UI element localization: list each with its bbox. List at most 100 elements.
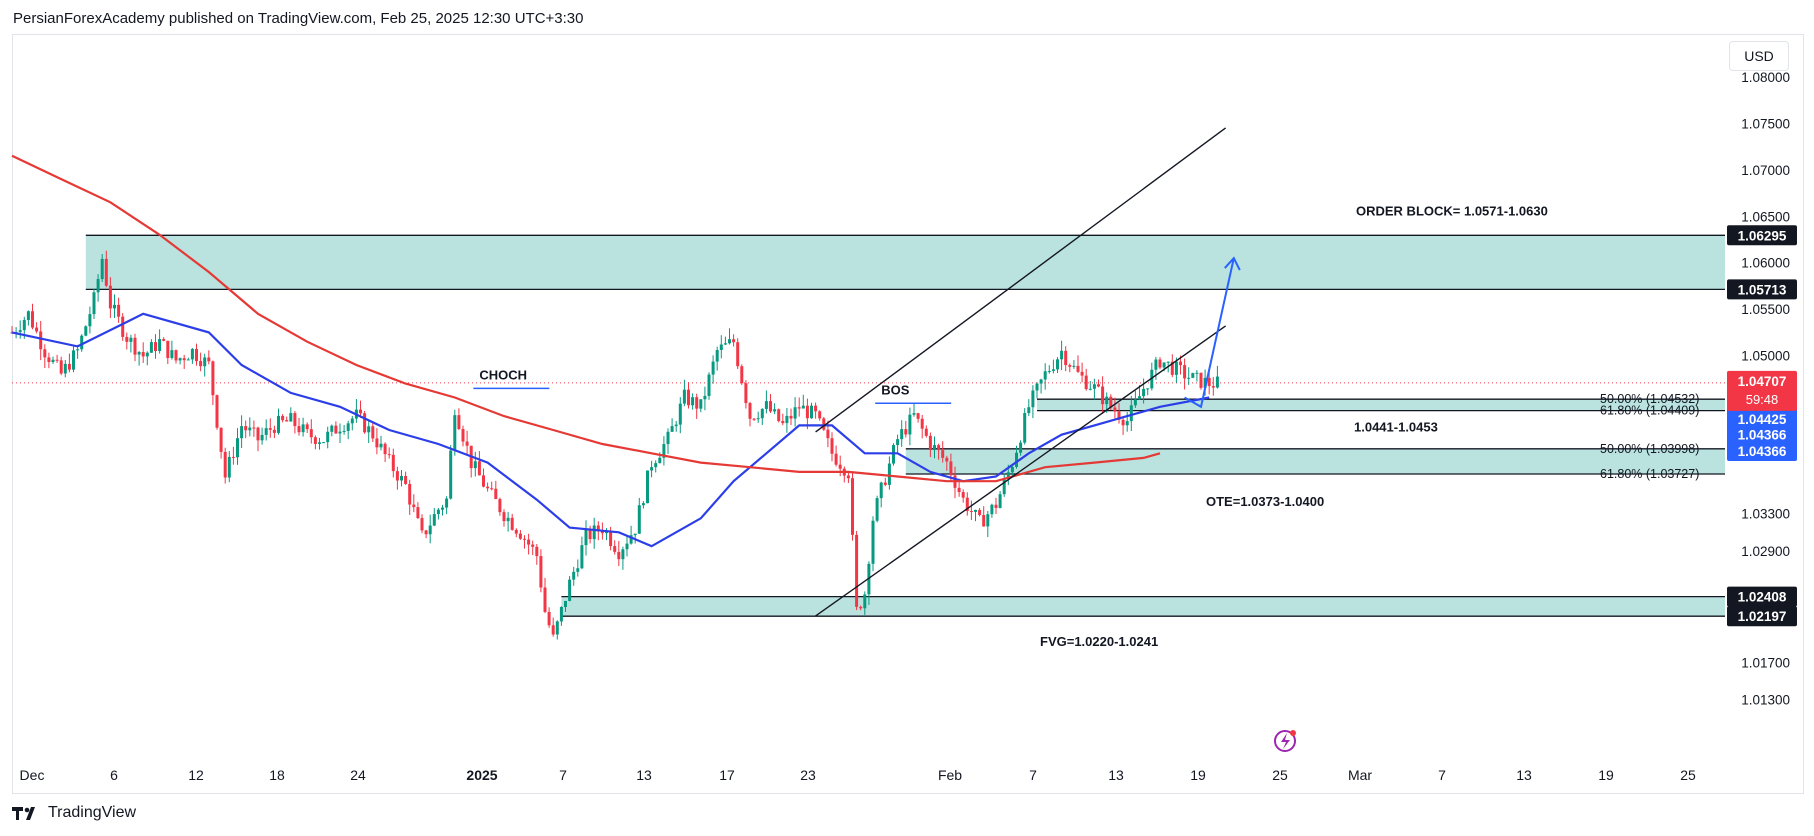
candle [121,316,125,337]
candle [682,389,686,404]
y-axis-tick: 1.05500 [1741,302,1790,317]
candle [1125,421,1129,426]
candle [756,418,760,420]
candle [39,331,43,350]
candle [539,556,543,588]
candle [391,454,395,472]
candle [887,463,891,485]
countdown-text: 59:48 [1746,392,1779,407]
candle [190,348,194,360]
candle [445,498,449,508]
candle [912,413,916,415]
fib-level-label: 61.80% (1.04409) [1600,404,1699,418]
candle [1170,361,1174,375]
candle [617,551,621,560]
price-axis-label-text: 1.02197 [1738,609,1787,624]
candle [457,415,461,430]
candle [338,431,342,434]
x-axis-tick: 6 [110,767,118,783]
candle [551,625,555,635]
candle [359,409,362,414]
candle [272,429,276,433]
candle [59,360,63,374]
candle [1064,350,1068,366]
candle [43,349,47,358]
chart-frame [12,34,1804,794]
price-axis-label [1727,279,1797,300]
candle [1068,365,1072,367]
candle [1195,372,1199,374]
candle [822,418,826,430]
candle [1006,472,1010,480]
candle [219,427,223,452]
candle [547,611,551,626]
candle [834,453,838,465]
candle [818,411,822,419]
candle [154,342,157,351]
candle [748,403,752,419]
candle [498,499,502,513]
tradingview-logo-icon [12,807,35,820]
candle [305,424,309,430]
candle [969,511,973,513]
candle [945,457,949,462]
candle [740,366,744,384]
candle [277,416,280,433]
candle [674,424,678,427]
candle [646,470,649,504]
candle [506,517,510,522]
blue-moving-average-line [11,312,1210,548]
candle [514,529,518,534]
candle [502,512,506,522]
channel-lower-line [815,325,1227,617]
candle [211,361,215,396]
candle [26,311,30,320]
x-axis-tick: Mar [1348,767,1372,783]
order-block-zone [85,235,1725,290]
candle [855,534,859,607]
candle [584,529,588,546]
candle [80,335,84,350]
x-axis-tick: Dec [20,767,45,783]
candle [1084,375,1088,390]
candle [1056,359,1059,370]
candle [1080,371,1084,376]
candle [412,504,416,508]
candle [108,285,112,309]
candle [908,414,912,435]
candle [965,497,969,512]
candle [518,533,522,539]
candle [367,426,371,433]
x-axis-tick: 19 [1190,767,1206,783]
candle [92,292,96,315]
candle [158,339,162,351]
candle [330,425,334,432]
x-axis-tick: 13 [636,767,652,783]
candle [424,530,428,535]
candle [1092,384,1096,389]
candle [67,363,71,370]
candle [707,374,711,396]
candle [596,525,600,532]
fib-level-label: 50.00% (1.04532) [1600,392,1699,406]
candle [88,314,92,327]
candle [1031,390,1035,408]
price-axis-label [1727,225,1797,246]
ote-zone [905,448,1725,474]
candle [428,525,432,535]
candle [453,415,457,451]
candle [678,403,682,425]
lightning-icon[interactable] [1274,730,1296,752]
candle [1207,377,1211,387]
candle [31,311,34,328]
candle [1019,442,1023,453]
candle [666,431,670,445]
candle [84,326,88,336]
candle [231,456,235,458]
candle [346,423,350,431]
candle [1072,365,1076,367]
candle [986,514,990,527]
currency-selector[interactable]: USD [1729,41,1789,71]
candle [543,587,547,612]
